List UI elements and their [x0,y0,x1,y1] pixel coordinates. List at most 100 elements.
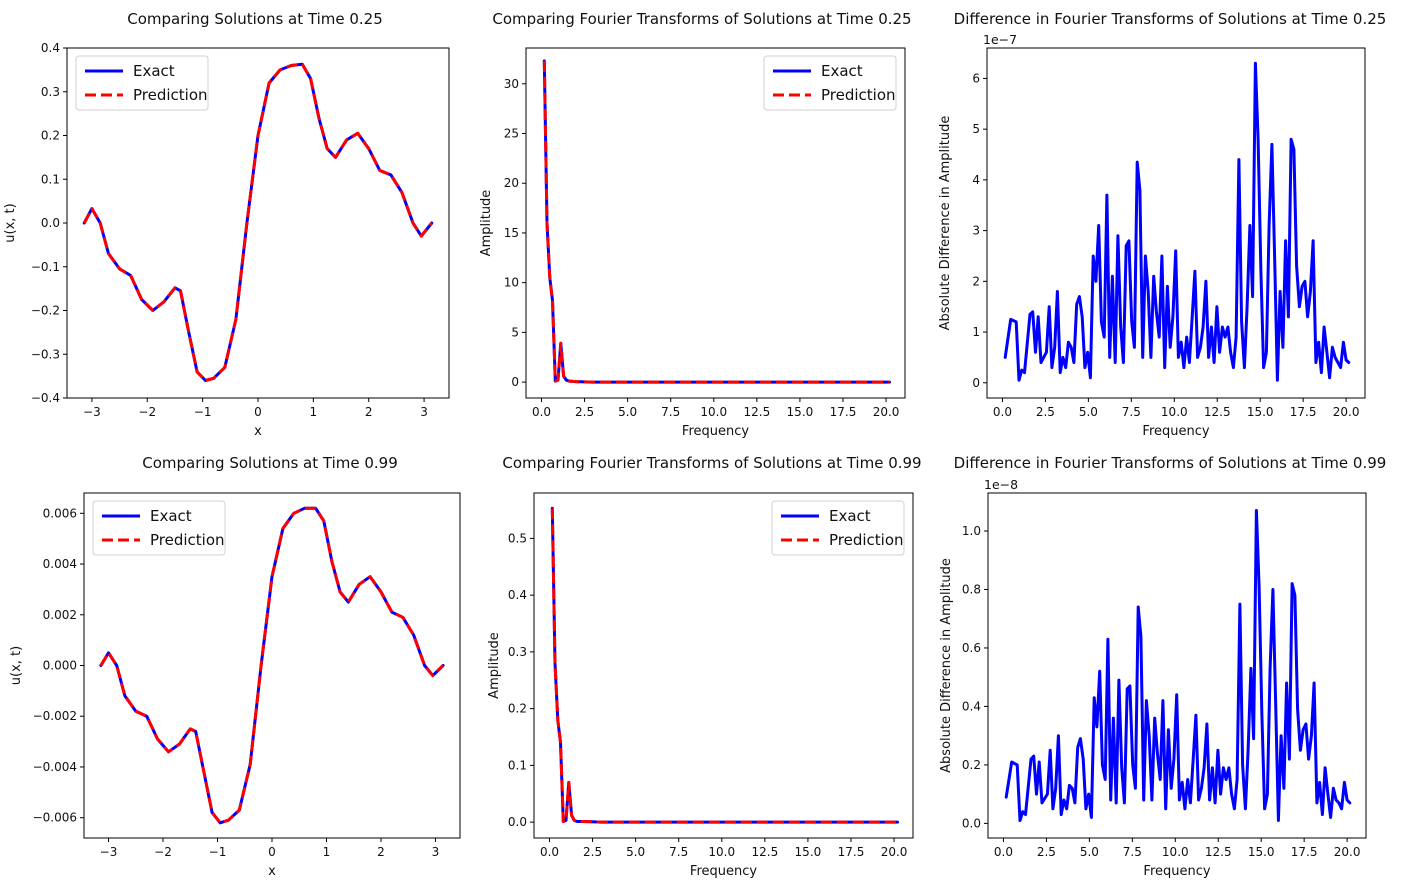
y-tick-label: 0.2 [41,129,60,143]
y-tick-label: 0.0 [508,815,527,829]
x-tick-label: 10.0 [700,405,727,419]
x-axis-label: x [268,864,276,879]
legend-label: Exact [133,62,175,80]
x-tick-label: −3 [83,405,101,419]
x-tick-label: 2.5 [1037,845,1056,859]
series-line-prediction [99,506,445,825]
y-tick-label: 0.4 [962,699,981,713]
y-tick-label: 3 [972,224,980,238]
chart-svg-2: 0.0 2.5 5.0 7.5 10.0 12.5 15.0 17.5 20.0 0 5 10 15 20… [479,47,906,439]
x-tick-label: 15.0 [1247,405,1274,419]
chart-svg-4: −3 −2 −1 0 1 2 3 −0.006 −0.004 −0.002 0.000 0.002 0.… [9,492,461,879]
y-tick-label: 5 [511,325,519,339]
y-tick-label: 0.002 [43,608,77,622]
x-tick-label: 2.5 [1036,405,1055,419]
y-tick-label: 0.2 [962,758,981,772]
legend: Exact Prediction [771,500,905,556]
chart-svg-6: 0.0 2.5 5.0 7.5 10.0 12.5 15.0 17.5 20.0 0.0 0.2 0.… [939,477,1367,879]
x-tick-label: 10.0 [1161,405,1188,419]
x-tick-label: −2 [138,405,156,419]
x-tick-label: −1 [209,845,227,859]
y-tick-label: −0.1 [31,260,60,274]
x-tick-label: 17.5 [1291,845,1318,859]
x-tick-label: 20.0 [873,405,900,419]
chart-title: Difference in Fourier Transforms of Solu… [953,10,1387,28]
y-tick-label: 0.0 [962,816,981,830]
y-offset-label: 1e−7 [983,32,1017,47]
x-tick-label: 2.5 [583,845,602,859]
plot-frame [986,47,1366,399]
x-tick-label: 15.0 [1248,845,1275,859]
x-tick-label: 17.5 [838,845,865,859]
y-tick-label: 0.4 [508,588,527,602]
y-tick-label: 0.1 [41,172,60,186]
x-tick-label: 2 [377,845,385,859]
y-offset-label: 1e−8 [984,477,1018,492]
legend: Exact Prediction [75,55,209,111]
y-tick-label: 15 [504,226,519,240]
y-tick-label: 0.3 [41,85,60,99]
y-tick-label: 0.6 [962,641,981,655]
x-tick-label: 3 [420,405,428,419]
y-tick-label: 4 [972,173,980,187]
legend-label: Exact [829,507,871,525]
plot-frame [525,47,906,399]
y-tick-label: 1 [972,325,980,339]
x-tick-label: −2 [154,845,172,859]
y-tick-label: 5 [972,122,980,136]
x-tick-label: 0.0 [994,845,1013,859]
y-tick-label: 0.1 [508,758,527,772]
y-tick-label: −0.002 [33,709,77,723]
chart-title: Difference in Fourier Transforms of Solu… [953,454,1387,472]
series-line-difference [1004,509,1352,822]
x-axis-label: Frequency [1143,864,1210,879]
y-axis-label: Amplitude [487,632,502,699]
x-tick-label: 7.5 [661,405,680,419]
y-tick-label: 6 [972,71,980,85]
chart-panel-1: Comparing Solutions at Time 0.25 −3 −2 −1 0… [0,0,468,445]
y-tick-label: 0.4 [41,41,60,55]
x-tick-label: 12.5 [1205,845,1232,859]
x-tick-label: 5.0 [618,405,637,419]
series-line-difference [1003,61,1351,382]
y-axis-label: u(x, t) [9,646,24,685]
y-tick-label: −0.2 [31,304,60,318]
x-tick-label: 5.0 [1080,845,1099,859]
x-tick-label: 1 [310,405,318,419]
y-tick-label: 0.3 [508,645,527,659]
x-tick-label: 10.0 [1162,845,1189,859]
legend: Exact Prediction [92,500,226,556]
x-axis-label: x [254,424,262,439]
series-line-prediction [542,60,890,384]
x-tick-label: 12.5 [743,405,770,419]
y-tick-label: −0.3 [31,347,60,361]
chart-panel-4: Comparing Solutions at Time 0.99 −3 −2 −1 0… [0,445,468,889]
y-axis-label: Absolute Difference in Amplitude [938,116,953,331]
y-tick-label: 0.000 [43,659,77,673]
x-tick-label: 0.0 [532,405,551,419]
y-tick-label: 0 [511,375,519,389]
y-tick-label: −0.006 [33,811,77,825]
legend-label: Prediction [133,86,208,104]
chart-svg-1: −3 −2 −1 0 1 2 3 −0.4 −0.3 −0.2 −0.1 0.0 0.1 0.2 0.3 0.… [3,41,450,439]
y-tick-label: 2 [972,274,980,288]
x-tick-label: 12.5 [751,845,778,859]
x-tick-label: 3 [432,845,440,859]
chart-title: Comparing Solutions at Time 0.99 [142,454,398,472]
x-tick-label: 0 [268,845,276,859]
legend: Exact Prediction [763,55,897,111]
y-tick-label: 20 [504,176,519,190]
x-axis-label: Frequency [1142,424,1209,439]
y-tick-label: 0.0 [41,216,60,230]
plot-frame [987,492,1367,839]
x-tick-label: 20.0 [1333,405,1360,419]
x-axis-label: Frequency [682,424,749,439]
x-tick-label: 0 [254,405,262,419]
y-tick-label: 0.8 [962,582,981,596]
y-tick-label: 10 [504,276,519,290]
legend-label: Prediction [821,86,896,104]
chart-panel-6: Difference in Fourier Transforms of Solu… [936,445,1405,889]
y-tick-label: 0 [972,376,980,390]
x-tick-label: 5.0 [1079,405,1098,419]
x-tick-label: 15.0 [795,845,822,859]
